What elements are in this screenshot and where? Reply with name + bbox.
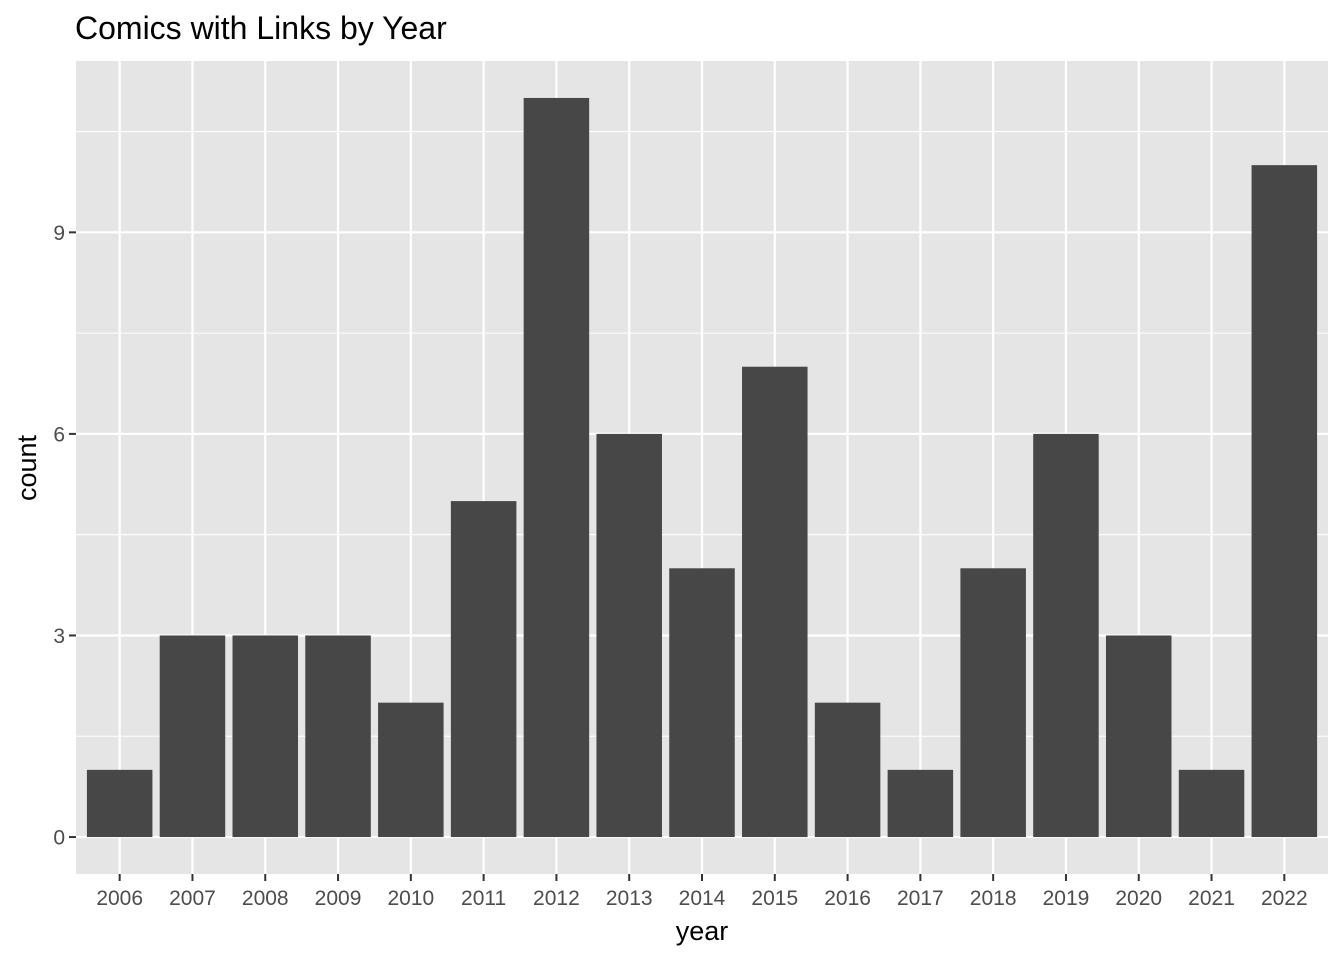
- bar-2013: [596, 433, 662, 838]
- bar-2006: [86, 769, 153, 838]
- x-tick-label: 2015: [751, 887, 798, 910]
- x-tick-label: 2020: [1115, 887, 1162, 910]
- bar-2021: [1178, 769, 1245, 838]
- x-tick-label: 2010: [387, 887, 434, 910]
- x-tick-label: 2016: [824, 887, 871, 910]
- x-tick-label: 2017: [897, 887, 944, 910]
- y-tick-label: 9: [53, 222, 65, 245]
- bar-2014: [669, 568, 735, 838]
- bar-2020: [1105, 635, 1172, 838]
- bar-2022: [1251, 165, 1318, 838]
- bar-2008: [232, 635, 299, 838]
- y-tick-label: 3: [53, 625, 65, 648]
- x-tick-label: 2006: [96, 887, 143, 910]
- bar-2011: [450, 501, 517, 838]
- x-tick-label: 2013: [606, 887, 653, 910]
- bar-2007: [159, 635, 226, 838]
- y-axis: 0 3 6 9: [53, 222, 76, 850]
- x-tick-label: 2022: [1261, 887, 1308, 910]
- bar-2015: [742, 366, 808, 838]
- x-tick-label: 2019: [1043, 887, 1090, 910]
- y-tick-label: 6: [53, 423, 65, 446]
- bar-2012: [523, 97, 590, 838]
- x-axis: 2006 2007 2008 2009 2010 2011 2012 2013 2014 2015…: [96, 874, 1308, 910]
- bar-2018: [960, 568, 1026, 838]
- bar-2017: [887, 769, 954, 838]
- x-tick-label: 2012: [533, 887, 580, 910]
- x-tick-label: 2007: [169, 887, 216, 910]
- x-tick-label: 2011: [461, 887, 506, 910]
- x-tick-label: 2021: [1188, 887, 1235, 910]
- bars: [86, 97, 1318, 838]
- bar-2009: [305, 635, 371, 838]
- bar-2019: [1033, 433, 1099, 838]
- y-tick-label: 0: [53, 827, 65, 850]
- x-tick-label: 2014: [679, 887, 726, 910]
- x-axis-title: year: [676, 916, 729, 946]
- y-axis-title: count: [12, 434, 42, 501]
- chart-title: Comics with Links by Year: [75, 10, 447, 46]
- bar-2010: [378, 702, 444, 838]
- x-tick-label: 2018: [970, 887, 1017, 910]
- bar-2016: [814, 702, 881, 838]
- x-tick-label: 2009: [315, 887, 362, 910]
- x-tick-label: 2008: [242, 887, 289, 910]
